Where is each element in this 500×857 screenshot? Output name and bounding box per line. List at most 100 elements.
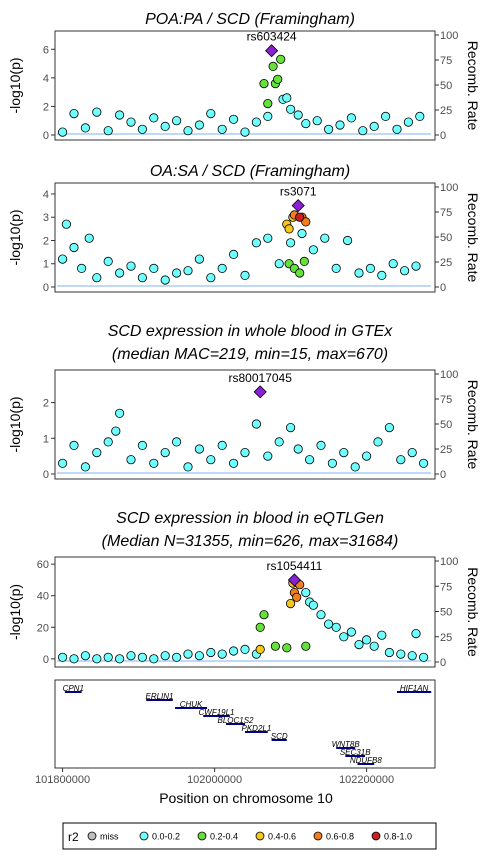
data-point [69, 242, 79, 253]
data-point [276, 54, 286, 64]
data-point [403, 117, 413, 127]
data-point [308, 600, 318, 610]
y-tick-label: 0 [43, 654, 49, 666]
y2-axis-label: Recomb. Rate [465, 41, 481, 131]
data-point [308, 245, 318, 255]
gene-label: CWF19L1 [198, 708, 234, 717]
data-point [251, 117, 261, 127]
data-point [392, 124, 402, 134]
data-point [149, 263, 159, 273]
data-point [69, 654, 79, 664]
legend-swatch [313, 831, 323, 841]
data-point [259, 610, 269, 620]
data-point [335, 120, 345, 130]
data-point [365, 263, 375, 273]
y-tick-label: 0 [43, 282, 49, 294]
gene-label: CPN1 [63, 684, 84, 693]
y-tick-label: 2 [43, 235, 49, 247]
data-point [339, 632, 349, 642]
data-point [282, 643, 292, 653]
data-point [293, 444, 303, 454]
y-tick-label: 2 [43, 398, 49, 410]
data-point [240, 270, 250, 280]
gene-label: CHUK [180, 700, 203, 709]
data-point [172, 652, 182, 662]
data-point [84, 233, 94, 243]
lead-snp-marker [291, 199, 305, 213]
data-point [126, 261, 136, 271]
data-point [115, 654, 125, 664]
data-point [217, 649, 227, 659]
y-axis-label: -log10(p) [7, 584, 23, 640]
data-point [251, 238, 261, 248]
data-point [284, 224, 294, 234]
panel4-title-line2: (Median N=31355, min=626, max=31684) [102, 533, 399, 550]
lead-snp-label: rs1054411 [266, 559, 322, 573]
data-point [312, 116, 322, 126]
y-tick-label: 40 [37, 591, 49, 603]
data-point [399, 266, 410, 276]
data-point [103, 437, 113, 447]
data-point [301, 587, 311, 598]
x-axis-label: Position on chromosome 10 [159, 790, 333, 806]
data-point [149, 654, 159, 664]
data-point [380, 111, 391, 122]
gene-label: SEC31B [340, 748, 371, 757]
y2-tick-label: 50 [440, 419, 452, 431]
data-point [80, 651, 91, 661]
data-point [80, 123, 91, 133]
y2-tick-label: 75 [440, 207, 452, 219]
y-tick-label: 60 [37, 559, 49, 571]
data-point [183, 266, 193, 276]
data-point [342, 235, 353, 246]
data-point [263, 111, 273, 122]
y2-tick-label: 50 [440, 80, 452, 92]
data-point [217, 124, 227, 134]
data-point [160, 275, 170, 285]
panel-eqtlgen: 0 20 40 60 0 25 50 75 100 -log10(p) Recomb. Rate rs… [7, 556, 481, 669]
panel3-title-line1: SCD expression in whole blood in GTEx [108, 323, 394, 340]
y-axis-label: -log10(p) [7, 57, 23, 113]
data-point [111, 426, 121, 436]
y2-tick-label: 50 [440, 607, 452, 619]
data-point [411, 261, 421, 271]
data-point [103, 256, 113, 266]
data-point [183, 126, 193, 136]
data-point [240, 127, 250, 137]
data-point [103, 126, 113, 136]
data-point [172, 116, 182, 126]
y-tick-label: 4 [43, 189, 49, 201]
data-point [206, 273, 216, 283]
data-point [229, 458, 239, 468]
x-tick-label: 102200000 [339, 774, 394, 786]
data-point [126, 651, 136, 661]
data-point [183, 649, 193, 659]
data-point [295, 268, 305, 278]
plot-frame [54, 369, 436, 480]
data-point [92, 654, 102, 664]
y2-tick-label: 25 [440, 444, 452, 456]
data-point [137, 652, 147, 662]
data-point [407, 447, 417, 458]
data-point [92, 107, 102, 117]
lead-snp-marker [265, 44, 279, 58]
data-point [69, 109, 79, 119]
y2-tick-label: 75 [440, 394, 452, 406]
data-point [301, 119, 311, 129]
y-axis-label: -log10(p) [7, 396, 23, 452]
data-point [274, 259, 284, 269]
data-point [320, 233, 330, 243]
panel4-title-line1: SCD expression in blood in eQTLGen [116, 510, 384, 527]
y-tick-label: 6 [43, 44, 49, 56]
data-point [240, 644, 250, 655]
data-point [331, 263, 341, 273]
data-point [263, 451, 273, 461]
data-point [377, 270, 387, 280]
lead-snp-label: rs603424 [247, 30, 297, 44]
panel1-title: POA:PA / SCD (Framingham) [145, 11, 355, 28]
y-tick-label: 2 [43, 101, 49, 113]
data-point [92, 273, 102, 283]
data-point [206, 109, 216, 119]
y-tick-label: 1 [43, 259, 49, 271]
